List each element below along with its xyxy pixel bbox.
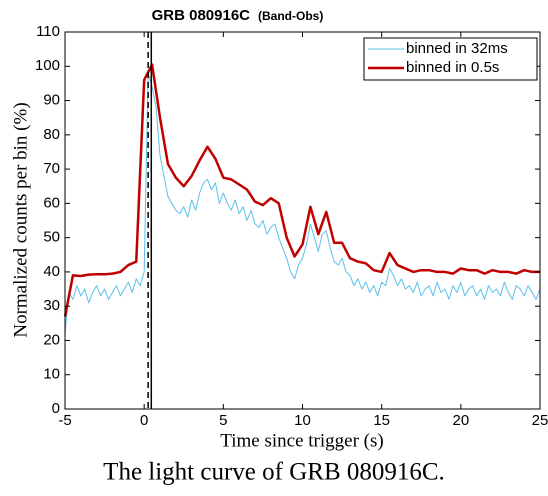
y-tick-label: 0 [52, 400, 60, 417]
x-tick-label: -5 [58, 412, 71, 429]
y-tick-label: 110 [36, 23, 60, 40]
y-axis-label: Normalized counts per bin (%) [10, 102, 31, 337]
data-line [64, 72, 541, 334]
x-tick-label: 25 [532, 412, 548, 429]
y-tick-label: 10 [43, 366, 60, 383]
legend-box [363, 37, 538, 81]
y-tick-label: 100 [35, 57, 60, 74]
caption: The light curve of GRB 080916C. [103, 459, 445, 486]
y-tick-label: 30 [43, 297, 60, 314]
y-tick-label: 40 [43, 263, 60, 280]
legend-label: binned in 32ms [406, 40, 508, 57]
x-tick-label: 20 [452, 412, 469, 429]
y-tick-label: 50 [43, 229, 60, 246]
data-line [63, 63, 540, 317]
x-tick-label: 15 [373, 412, 390, 429]
y-tick-label: 90 [43, 92, 60, 109]
y-tick-label: 70 [43, 160, 60, 177]
x-axis-label: Time since trigger (s) [220, 430, 383, 451]
x-tick-label: 0 [140, 412, 148, 429]
chart-subtitle: (Band-Obs) [258, 9, 323, 23]
chart-title: GRB 080916C [152, 7, 251, 24]
y-tick-label: 60 [43, 194, 60, 211]
plot-frame [64, 31, 541, 410]
legend-label: binned in 0.5s [406, 59, 499, 76]
x-tick-label: 10 [294, 412, 311, 429]
y-tick-label: 80 [43, 126, 60, 143]
y-tick-label: 20 [43, 331, 60, 348]
x-tick-label: 5 [219, 412, 227, 429]
